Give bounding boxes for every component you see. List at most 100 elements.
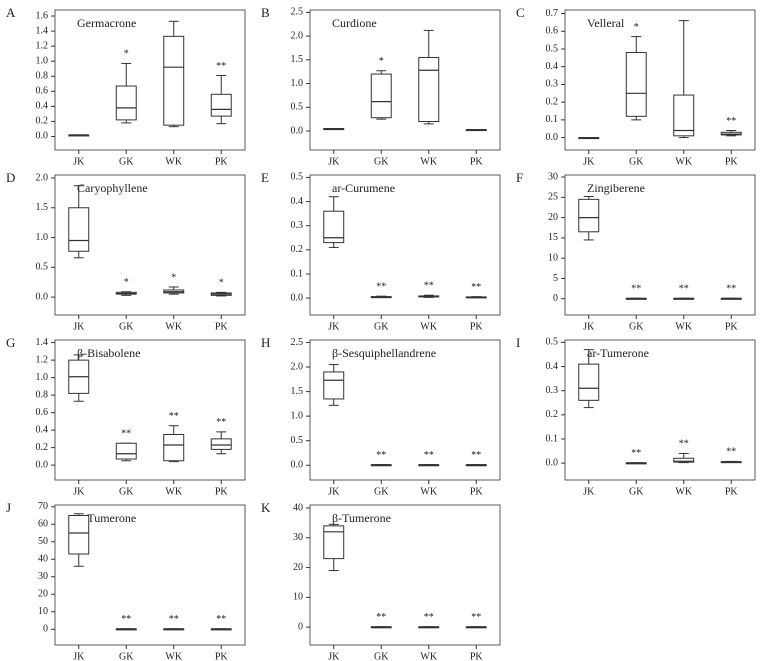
- y-tick-label: 0.0: [291, 125, 304, 136]
- y-tick-label: 0.0: [36, 291, 49, 302]
- y-tick-label: 30: [548, 171, 558, 182]
- x-tick-label: PK: [725, 156, 739, 167]
- panel-title: α-Tumerone: [77, 511, 136, 525]
- box: [68, 515, 90, 555]
- x-tick-label: WK: [675, 156, 692, 167]
- y-tick-label: 10: [548, 252, 558, 263]
- y-tick-label: 25: [548, 192, 558, 203]
- x-tick-label: JK: [73, 156, 85, 167]
- x-tick-label: PK: [470, 651, 484, 661]
- plot-frame: [54, 9, 246, 151]
- panel-title: Germacrone: [77, 16, 136, 30]
- x-tick-label: GK: [629, 486, 644, 497]
- y-tick-label: 0.2: [546, 409, 559, 420]
- y-tick-label: 0.1: [291, 268, 304, 279]
- x-tick-label: GK: [629, 156, 644, 167]
- y-tick-label: 0.8: [36, 389, 49, 400]
- y-tick-label: 60: [38, 519, 48, 530]
- y-tick-label: 0.5: [546, 337, 559, 348]
- y-tick-label: 50: [38, 536, 48, 547]
- significance-label: **: [679, 284, 689, 295]
- panel-letter: C: [516, 5, 525, 20]
- x-tick-label: WK: [420, 486, 437, 497]
- box: [115, 442, 137, 460]
- y-tick-label: 0.3: [546, 79, 559, 90]
- panel-letter: K: [261, 500, 271, 515]
- y-tick-label: 1.2: [36, 354, 49, 365]
- box: [578, 198, 600, 233]
- panel-title: Curdione: [332, 16, 377, 30]
- y-tick-label: 0.2: [36, 116, 49, 127]
- significance-label: *: [219, 278, 224, 289]
- y-tick-label: 1.5: [291, 386, 304, 397]
- y-tick-label: 2.5: [291, 7, 304, 18]
- significance-label: **: [376, 612, 386, 623]
- significance-label: *: [171, 272, 176, 283]
- y-tick-label: 2.5: [291, 337, 304, 348]
- y-tick-label: 1.0: [291, 78, 304, 89]
- significance-label: **: [471, 282, 481, 293]
- panel-title: β-Bisabolene: [77, 346, 140, 360]
- y-tick-label: 1.0: [291, 410, 304, 421]
- box: [210, 93, 232, 117]
- significance-label: **: [376, 281, 386, 292]
- panel-letter: D: [6, 170, 15, 185]
- x-tick-label: WK: [165, 321, 182, 332]
- y-tick-label: 0.0: [36, 131, 49, 142]
- y-tick-label: 1.2: [36, 40, 49, 51]
- y-tick-label: 0.6: [36, 407, 49, 418]
- panel-letter: E: [261, 170, 269, 185]
- significance-label: **: [121, 429, 131, 440]
- y-tick-label: 0: [43, 624, 48, 635]
- significance-label: **: [726, 116, 736, 127]
- significance-label: **: [424, 281, 434, 292]
- x-tick-label: WK: [675, 486, 692, 497]
- y-tick-label: 1.4: [36, 25, 49, 36]
- box: [578, 363, 600, 401]
- box: [210, 438, 232, 450]
- y-tick-label: 0.5: [291, 435, 304, 446]
- significance-label: **: [376, 450, 386, 461]
- y-tick-label: 20: [293, 562, 303, 573]
- significance-label: **: [471, 450, 481, 461]
- x-tick-label: JK: [73, 651, 85, 661]
- x-tick-label: PK: [725, 321, 739, 332]
- y-tick-label: 0.5: [36, 262, 49, 273]
- plot-frame: [564, 9, 756, 151]
- x-tick-label: WK: [165, 651, 182, 661]
- significance-label: **: [121, 614, 131, 625]
- y-tick-label: 30: [293, 532, 303, 543]
- x-tick-label: WK: [165, 156, 182, 167]
- y-tick-label: 0.1: [546, 114, 559, 125]
- x-tick-label: PK: [470, 321, 484, 332]
- y-tick-label: 0.5: [546, 43, 559, 54]
- y-tick-label: 40: [293, 502, 303, 513]
- y-tick-label: 1.5: [291, 54, 304, 65]
- x-tick-label: JK: [583, 486, 595, 497]
- y-tick-label: 0.0: [36, 459, 49, 470]
- x-tick-label: JK: [73, 486, 85, 497]
- x-tick-label: JK: [73, 321, 85, 332]
- x-tick-label: GK: [119, 486, 134, 497]
- y-tick-label: 0.2: [36, 442, 49, 453]
- panel-letter: B: [261, 5, 270, 20]
- y-tick-label: 0.1: [546, 433, 559, 444]
- significance-label: *: [379, 56, 384, 67]
- box: [115, 85, 137, 121]
- x-tick-label: PK: [725, 486, 739, 497]
- x-tick-label: PK: [215, 651, 229, 661]
- significance-label: *: [634, 22, 639, 33]
- y-tick-label: 15: [548, 232, 558, 243]
- panel-letter: A: [6, 5, 16, 20]
- box: [323, 371, 345, 400]
- x-tick-label: PK: [470, 486, 484, 497]
- y-tick-label: 2.0: [291, 361, 304, 372]
- y-tick-label: 0.4: [36, 424, 49, 435]
- significance-label: **: [169, 614, 179, 625]
- significance-label: **: [726, 284, 736, 295]
- significance-label: **: [424, 450, 434, 461]
- y-tick-label: 20: [548, 212, 558, 223]
- y-tick-label: 0.8: [36, 71, 49, 82]
- box: [68, 207, 90, 252]
